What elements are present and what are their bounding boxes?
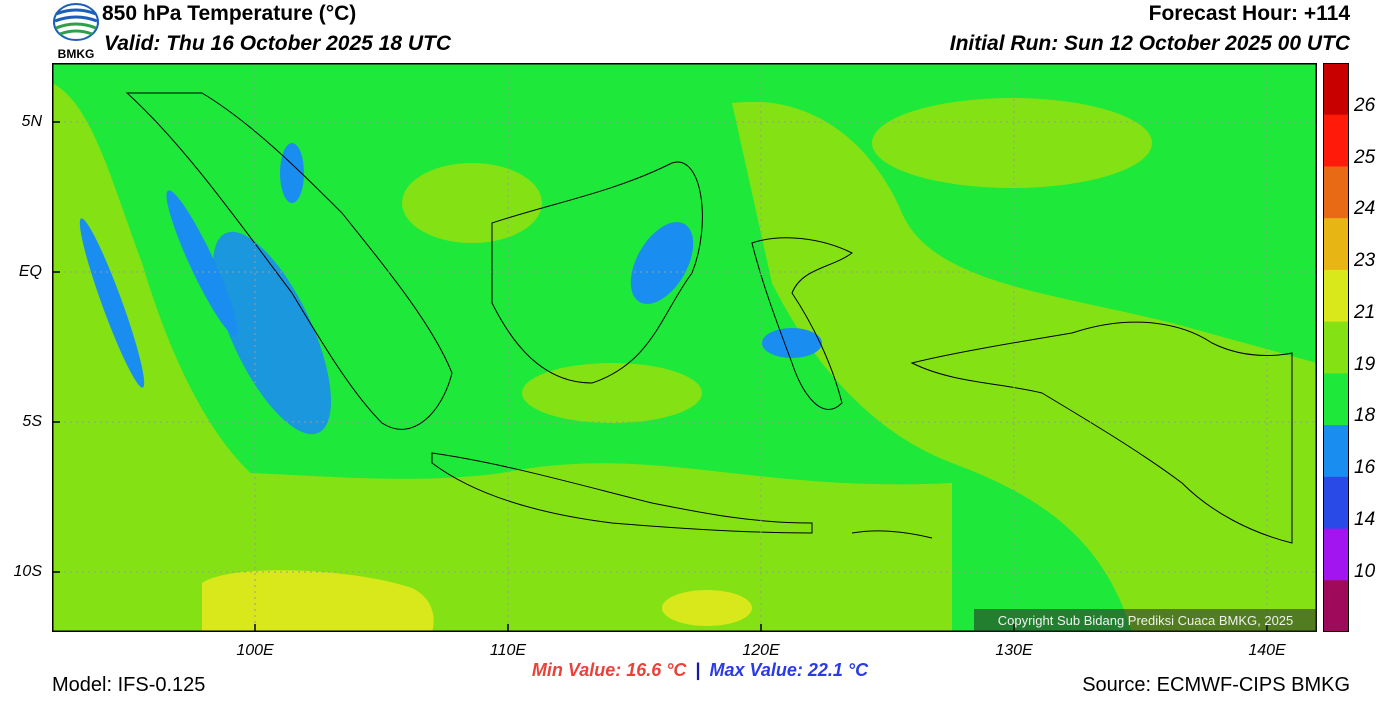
colorbar-swatch xyxy=(1323,114,1349,167)
warm-patch-north xyxy=(872,98,1152,188)
warm-patch-java-sea xyxy=(522,363,702,423)
cool-zone-west xyxy=(79,218,145,388)
lat-label-eq: EQ xyxy=(18,263,42,280)
lon-label-120e: 120E xyxy=(742,642,780,659)
lat-label-10s: 10S xyxy=(13,563,42,580)
colorbar-border xyxy=(1323,63,1349,632)
lat-label-5s: 5S xyxy=(22,413,42,430)
colorbar-label: 26 xyxy=(1354,94,1376,116)
hot-zone-indian-ocean xyxy=(202,570,434,632)
colorbar-label: 25 xyxy=(1354,146,1376,168)
initial-run: Initial Run: Sun 12 October 2025 00 UTC xyxy=(949,32,1350,55)
colorbar-swatch xyxy=(1323,425,1349,478)
colorbar-swatch xyxy=(1323,63,1349,116)
colorbar-swatch xyxy=(1323,373,1349,426)
colorbar-label: 21 xyxy=(1354,301,1376,323)
model-label: Model: IFS-0.125 xyxy=(52,674,206,696)
warm-zone-south xyxy=(52,463,952,632)
min-value: Min Value: 16.6 °C xyxy=(531,660,687,680)
colorbar-label: 14 xyxy=(1354,508,1376,530)
cool-zone-sulawesi xyxy=(762,328,822,358)
colorbar-label: 16 xyxy=(1354,457,1376,479)
colorbar-swatch xyxy=(1323,166,1349,219)
gridlines xyxy=(52,63,1317,632)
colorbar-swatch xyxy=(1323,580,1349,632)
cool-zone-west-2 xyxy=(166,190,238,336)
lon-label-100e: 100E xyxy=(236,642,274,659)
warm-patch-central xyxy=(402,163,542,243)
land-outlines xyxy=(125,92,1293,544)
copyright-banner: Copyright Sub Bidang Prediksi Cuaca BMKG… xyxy=(974,609,1317,632)
source-label: Source: ECMWF-CIPS BMKG xyxy=(1082,674,1350,696)
cool-zone-north xyxy=(280,143,304,203)
colorbar-label: 10 xyxy=(1354,560,1376,582)
page-title: 850 hPa Temperature (°C) xyxy=(102,2,357,25)
cool-zone-sumatra xyxy=(213,231,331,435)
min-max-summary: Min Value: 16.6 °C | Max Value: 22.1 °C xyxy=(0,660,1400,681)
lon-label-110e: 110E xyxy=(489,642,527,659)
temperature-map xyxy=(52,63,1317,632)
bmkg-logo: BMKG xyxy=(53,3,99,60)
colorbar-label: 24 xyxy=(1354,198,1376,220)
valid-time: Valid: Thu 16 October 2025 18 UTC xyxy=(104,32,451,55)
map-border xyxy=(52,63,1317,632)
colorbar xyxy=(1323,63,1349,632)
lat-label-5n: 5N xyxy=(21,113,42,130)
hot-zone-south-2 xyxy=(662,590,752,626)
cool-zone-borneo xyxy=(630,222,694,304)
colorbar-swatch xyxy=(1323,476,1349,530)
lon-label-130e: 130E xyxy=(995,642,1033,659)
colorbar-swatch xyxy=(1323,269,1349,323)
warm-zone-northwest xyxy=(52,83,262,493)
logo-text: BMKG xyxy=(58,47,95,60)
lon-label-140e: 140E xyxy=(1248,642,1286,659)
value-separator: | xyxy=(695,660,701,680)
colorbar-label: 18 xyxy=(1354,405,1376,427)
colorbar-label: 23 xyxy=(1354,250,1376,272)
warm-zone-east xyxy=(732,101,1317,632)
colorbar-swatch xyxy=(1323,218,1349,271)
colorbar-swatch xyxy=(1323,321,1349,374)
colorbar-swatch xyxy=(1323,528,1349,581)
max-value: Max Value: 22.1 °C xyxy=(709,660,869,680)
forecast-hour: Forecast Hour: +114 xyxy=(1148,2,1350,25)
colorbar-label: 19 xyxy=(1354,353,1376,375)
